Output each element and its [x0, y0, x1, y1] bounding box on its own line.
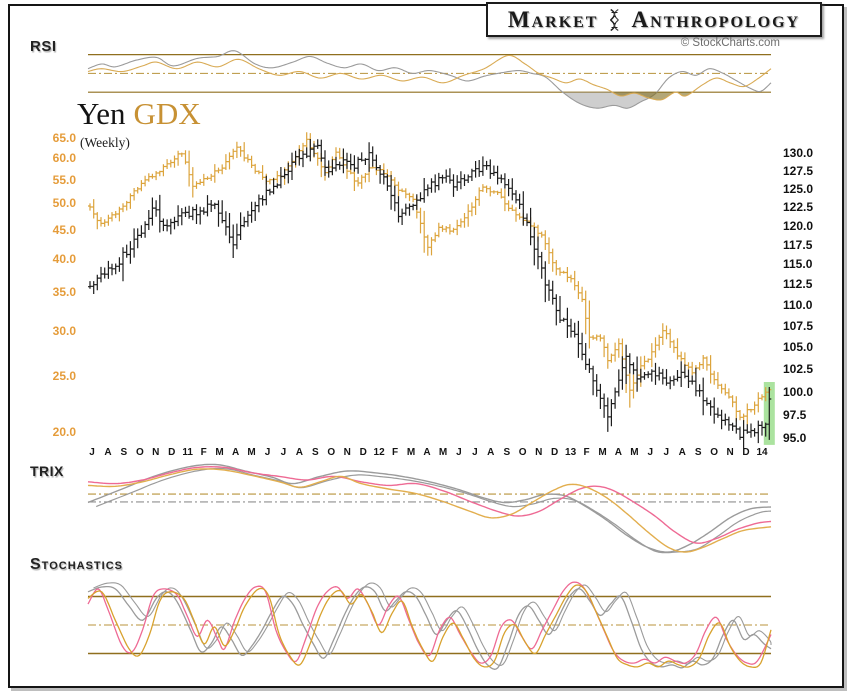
left-axis-tick: 55.0	[52, 173, 76, 187]
right-axis-tick: 117.5	[783, 238, 813, 252]
brand-header: Market Anthropology	[486, 2, 822, 37]
x-axis-label: M	[438, 447, 448, 458]
x-axis-label: S	[503, 447, 511, 458]
gdx-rsi-oversold-fill	[676, 92, 693, 97]
x-axis-label: M	[406, 447, 416, 458]
x-axis-label: A	[231, 447, 240, 458]
right-axis-tick: 112.5	[783, 277, 813, 291]
yen-ohlc-bars	[88, 139, 772, 448]
x-axis-label: O	[710, 447, 718, 458]
right-axis-tick: 102.5	[783, 362, 814, 376]
x-axis-label: A	[104, 447, 112, 458]
x-axis-label: N	[152, 447, 160, 458]
rsi-pane-label: RSI	[30, 38, 57, 55]
x-axis-label: D	[742, 447, 750, 458]
x-axis-label: N	[343, 447, 351, 458]
x-axis-label: D	[168, 447, 176, 458]
x-axis-label: S	[120, 447, 128, 458]
right-axis-tick: 122.5	[783, 200, 814, 214]
yen-stoch-signal-line	[93, 582, 772, 667]
x-axis-label: J	[647, 447, 654, 458]
left-axis-tick: 40.0	[52, 252, 76, 266]
x-axis-label: F	[583, 447, 590, 458]
x-axis-label: O	[136, 447, 144, 458]
right-axis-tick: 107.5	[783, 319, 814, 333]
stockcharts-credit: © StockCharts.com	[680, 37, 780, 49]
title-yen: Yen	[77, 96, 126, 131]
x-axis-label: J	[456, 447, 462, 458]
x-axis-label: M	[630, 447, 639, 458]
left-axis-tick: 65.0	[52, 131, 76, 145]
x-axis-label: N	[535, 447, 543, 458]
stochastics-pane-label: Stochastics	[30, 556, 123, 573]
yen-stoch-line	[87, 585, 772, 670]
x-axis-label: 14	[756, 447, 768, 458]
yen-trix-signal-line	[95, 467, 771, 554]
gdx-ohlc-bars	[88, 132, 772, 425]
gdx-stoch-fast-line	[87, 581, 772, 665]
dna-icon	[610, 8, 620, 31]
right-axis-tick: 110.0	[783, 298, 813, 312]
right-axis-tick: 125.0	[783, 182, 814, 196]
right-axis-tick: 97.5	[783, 408, 807, 422]
x-axis-label: F	[392, 447, 399, 458]
x-axis-label: J	[280, 447, 287, 458]
x-axis-label: S	[694, 447, 702, 458]
x-axis-label: A	[678, 447, 686, 458]
right-axis-tick: 130.0	[783, 146, 814, 160]
left-axis-tick: 35.0	[52, 285, 76, 299]
x-axis-label: M	[598, 447, 607, 458]
x-axis-label: F	[200, 447, 207, 458]
x-axis-label: M	[215, 447, 224, 458]
x-axis-label: N	[726, 447, 734, 458]
left-axis-tick: 30.0	[52, 324, 76, 338]
left-axis-tick: 45.0	[52, 223, 76, 237]
chart-frame	[8, 4, 844, 688]
x-axis-label: 12	[373, 447, 385, 458]
yen-trix-line	[87, 463, 772, 553]
gdx-trix-signal-line	[87, 466, 772, 544]
yen-rsi-oversold-fill	[562, 92, 657, 109]
x-axis-label: S	[311, 447, 319, 458]
left-axis-tick: 25.0	[52, 369, 76, 383]
x-axis-label: 13	[565, 447, 577, 458]
brand-word-anthropology: Anthropology	[631, 7, 801, 32]
right-axis-tick: 105.0	[783, 340, 814, 354]
right-axis-tick: 127.5	[783, 164, 814, 178]
gdx-rsi-line	[87, 54, 772, 101]
x-axis-label: J	[264, 447, 271, 458]
x-axis-label: A	[295, 447, 304, 458]
x-axis-label: J	[472, 447, 478, 458]
title-gdx: GDX	[133, 96, 201, 131]
trix-pane-label: TRIX	[30, 463, 64, 479]
brand-word-market: Market	[507, 7, 599, 32]
left-axis-tick: 50.0	[52, 196, 76, 210]
right-axis-tick: 120.0	[783, 219, 814, 233]
x-axis-label: 11	[182, 447, 193, 458]
x-axis-label: D	[359, 447, 367, 458]
chart-title: Yen GDX	[77, 96, 201, 131]
gdx-trix-line	[87, 468, 772, 553]
x-axis-label: A	[423, 447, 431, 458]
x-axis-label: J	[89, 447, 95, 458]
gdx-stoch-slow-line	[87, 584, 772, 668]
yen-rsi-line	[87, 50, 772, 109]
left-axis-tick: 60.0	[52, 151, 76, 165]
x-axis-label: M	[247, 447, 256, 458]
right-axis-tick: 115.0	[783, 257, 813, 271]
x-axis-label: A	[487, 447, 495, 458]
left-axis-tick: 20.0	[52, 425, 76, 439]
right-axis-tick: 100.0	[783, 385, 814, 399]
x-axis-label: O	[518, 447, 527, 458]
timeframe-label: (Weekly)	[80, 135, 130, 150]
x-axis-label: J	[663, 447, 670, 458]
x-axis-label: O	[327, 447, 336, 458]
x-axis-label: D	[550, 447, 559, 458]
x-axis-label: A	[614, 447, 623, 458]
right-axis-tick: 95.0	[783, 431, 807, 445]
